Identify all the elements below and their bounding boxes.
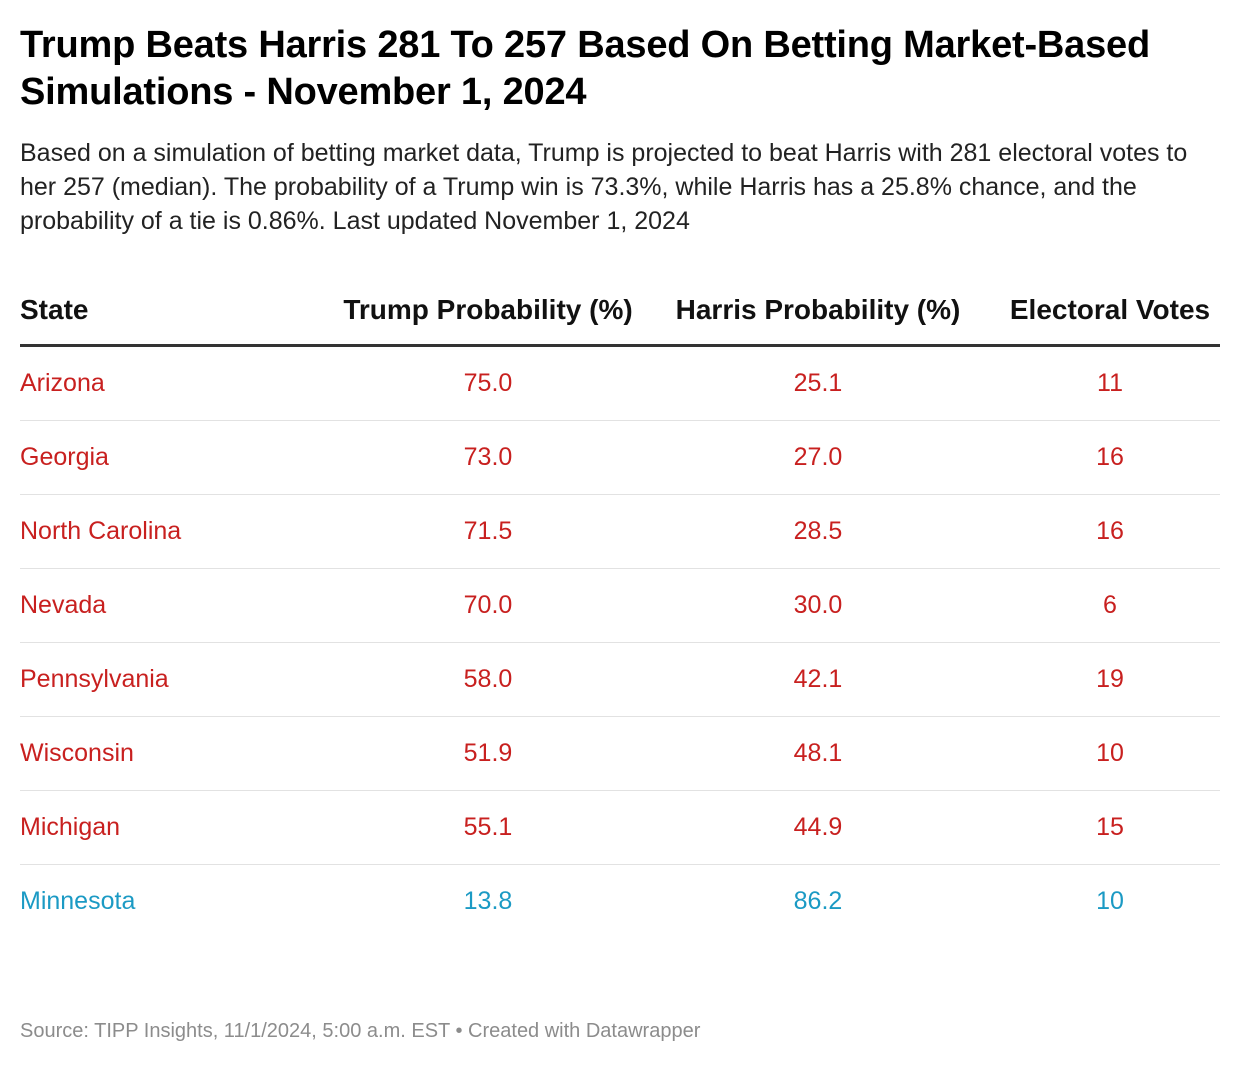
cell-electoral-votes: 16 — [1000, 494, 1220, 569]
cell-electoral-votes: 15 — [1000, 790, 1220, 865]
table-row: Wisconsin 51.9 48.1 10 — [20, 716, 1220, 791]
cell-harris-probability: 86.2 — [793, 887, 843, 915]
header-harris-probability[interactable]: Harris Probability (%) — [636, 292, 1000, 347]
cell-state: Michigan — [20, 790, 340, 865]
cell-trump-probability: 73.0 — [340, 420, 636, 495]
table-row: Georgia 73.0 27.0 16 — [20, 420, 1220, 495]
header-electoral-votes[interactable]: Electoral Votes — [1000, 292, 1220, 347]
credit-link[interactable]: Created with Datawrapper — [468, 1020, 701, 1042]
table-row: Pennsylvania 58.0 42.1 19 — [20, 642, 1220, 717]
cell-state: Pennsylvania — [20, 642, 340, 717]
table-row: Nevada 70.0 30.0 6 — [20, 568, 1220, 643]
table-row: Minnesota 13.8 86.2 10 — [20, 865, 1220, 939]
cell-harris-probability: 42.1 — [636, 642, 1000, 717]
cell-harris-probability: 30.0 — [636, 568, 1000, 643]
cell-electoral-votes: 11 — [1000, 345, 1220, 421]
cell-trump-probability: 75.0 — [340, 345, 636, 421]
cell-trump-probability: 70.0 — [340, 568, 636, 643]
chart-container: Trump Beats Harris 281 To 257 Based On B… — [20, 24, 1220, 938]
footer: Source: TIPP Insights, 11/1/2024, 5:00 a… — [20, 1020, 700, 1043]
cell-electoral-votes: 10 — [1000, 716, 1220, 791]
cell-harris-probability: 27.0 — [636, 420, 1000, 495]
cell-state: Georgia — [20, 420, 340, 495]
cell-state: North Carolina — [20, 494, 340, 569]
cell-trump-probability: 58.0 — [340, 642, 636, 717]
table-header-row: State Trump Probability (%) Harris Proba… — [20, 292, 1220, 347]
data-table: State Trump Probability (%) Harris Proba… — [20, 292, 1220, 938]
cell-electoral-votes: 16 — [1000, 420, 1220, 495]
description: Based on a simulation of betting market … — [20, 139, 1188, 235]
page-title: Trump Beats Harris 281 To 257 Based On B… — [20, 24, 1150, 113]
cell-harris-probability: 44.9 — [636, 790, 1000, 865]
cell-state: Nevada — [20, 568, 340, 643]
cell-trump-probability: 71.5 — [340, 494, 636, 569]
footer-separator: • — [455, 1020, 463, 1042]
table-row: Arizona 75.0 25.1 11 — [20, 345, 1220, 421]
cell-harris-probability: 28.5 — [636, 494, 1000, 569]
cell-trump-probability: 13.8 — [463, 887, 513, 915]
cell-electoral-votes: 6 — [1000, 568, 1220, 643]
cell-harris-probability: 25.1 — [636, 345, 1000, 421]
cell-harris-probability: 48.1 — [636, 716, 1000, 791]
source-note: Source: TIPP Insights, 11/1/2024, 5:00 a… — [20, 1020, 450, 1042]
table-row: North Carolina 71.5 28.5 16 — [20, 494, 1220, 569]
cell-state: Minnesota — [20, 887, 136, 915]
cell-trump-probability: 55.1 — [340, 790, 636, 865]
table-body: Arizona 75.0 25.1 11 Georgia 73.0 27.0 1… — [20, 345, 1220, 939]
header-state[interactable]: State — [20, 292, 340, 347]
cell-electoral-votes: 10 — [1096, 887, 1124, 915]
cell-trump-probability: 51.9 — [340, 716, 636, 791]
table-row: Michigan 55.1 44.9 15 — [20, 790, 1220, 865]
header-trump-probability[interactable]: Trump Probability (%) — [340, 292, 636, 347]
cell-state: Wisconsin — [20, 716, 340, 791]
cell-electoral-votes: 19 — [1000, 642, 1220, 717]
cell-state: Arizona — [20, 345, 340, 421]
